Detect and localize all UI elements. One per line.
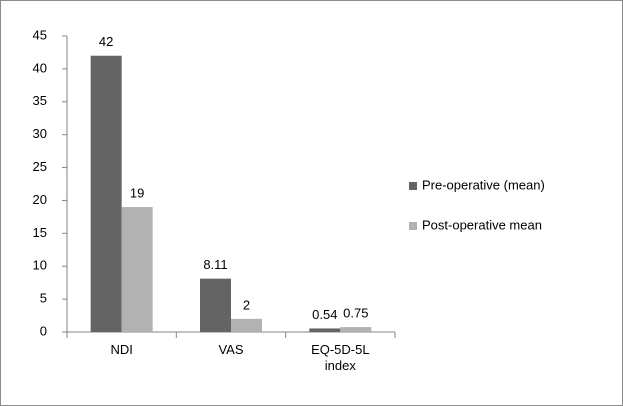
- x-tick-label: VAS: [218, 342, 244, 357]
- legend-label: Pre-operative (mean): [422, 177, 545, 192]
- y-tick-label: 30: [33, 126, 47, 141]
- bar: [200, 278, 231, 332]
- y-tick-label: 25: [33, 159, 47, 174]
- bar: [121, 207, 153, 332]
- data-label: 0.54: [312, 307, 337, 322]
- y-tick-label: 5: [40, 291, 47, 306]
- data-label: 42: [99, 34, 113, 49]
- y-tick-label: 40: [33, 60, 47, 75]
- data-label: 2: [243, 297, 250, 312]
- data-label: 0.75: [343, 306, 368, 321]
- data-label: 19: [130, 185, 144, 200]
- bar: [340, 327, 372, 332]
- y-tick-label: 20: [33, 192, 47, 207]
- x-tick-label: EQ-5D-5L index: [311, 342, 370, 373]
- legend-label: Post-operative mean: [422, 217, 542, 232]
- y-tick-label: 15: [33, 225, 47, 240]
- bar: [231, 318, 262, 332]
- bar: [90, 55, 122, 332]
- bar: [309, 328, 341, 332]
- y-tick-label: 45: [33, 27, 47, 42]
- y-tick-label: 10: [33, 258, 47, 273]
- y-tick-label: 0: [40, 323, 47, 338]
- legend-swatch: [409, 222, 417, 230]
- y-tick-label: 35: [33, 93, 47, 108]
- x-tick-label: NDI: [110, 342, 133, 357]
- legend-swatch: [409, 182, 417, 190]
- data-label: 8.11: [203, 257, 227, 272]
